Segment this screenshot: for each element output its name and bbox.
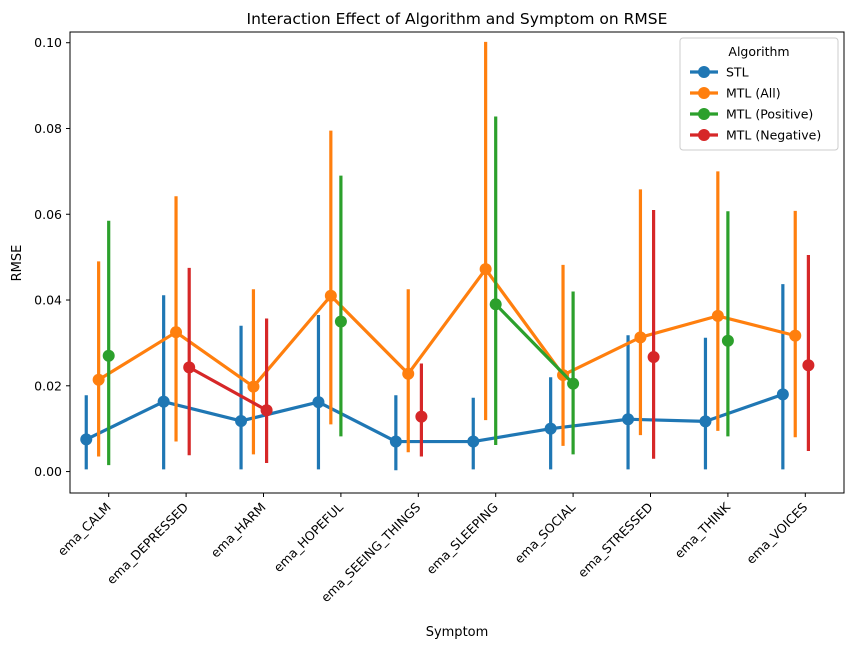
- x-tick-label: ema_THINK: [671, 499, 733, 561]
- legend-label: MTL (Positive): [726, 107, 813, 122]
- x-tick-label: ema_CALM: [55, 500, 114, 559]
- x-tick-label: ema_HOPEFUL: [271, 499, 347, 575]
- data-point: [489, 298, 502, 311]
- legend-item: STL: [690, 65, 749, 80]
- data-point: [699, 415, 712, 428]
- data-point: [324, 289, 337, 302]
- data-point: [260, 404, 273, 417]
- series-line-segment: [494, 302, 575, 386]
- data-point: [479, 263, 492, 276]
- y-tick-label: 0.06: [34, 207, 62, 222]
- series-line-segment: [561, 335, 643, 377]
- legend-label: MTL (All): [726, 86, 781, 101]
- data-point: [183, 361, 196, 374]
- data-point: [157, 395, 170, 408]
- y-tick-label: 0.00: [34, 464, 62, 479]
- legend-marker: [698, 108, 710, 120]
- series-line-segment: [406, 267, 488, 376]
- data-point: [622, 413, 635, 426]
- legend-marker: [698, 66, 710, 78]
- data-point: [721, 334, 734, 347]
- x-tick-label: ema_DEPRESSED: [104, 500, 192, 588]
- data-point: [235, 414, 248, 427]
- data-point: [389, 435, 402, 448]
- plot-area: [80, 41, 815, 471]
- x-tick-label: ema_HARM: [208, 500, 269, 561]
- series-MTL (Positive): [102, 116, 734, 466]
- data-point: [402, 367, 415, 380]
- data-point: [92, 373, 105, 386]
- legend-marker: [698, 129, 710, 141]
- data-point: [544, 422, 557, 435]
- data-point: [647, 351, 660, 364]
- data-point: [80, 433, 93, 446]
- series-line-segment: [329, 294, 410, 376]
- data-point: [312, 396, 325, 409]
- x-tick-label: ema_SLEEPING: [423, 500, 501, 578]
- legend-box: [679, 37, 839, 151]
- legend-label: STL: [726, 65, 749, 80]
- y-tick-label: 0.08: [34, 121, 62, 136]
- data-point: [334, 315, 347, 328]
- y-tick-label: 0.04: [34, 293, 62, 308]
- series-line-segment: [716, 314, 797, 338]
- y-axis: 0.00 0.02 0.04 0.06 0.08 0.10: [34, 35, 70, 479]
- plot-frame: [69, 31, 845, 494]
- series-line-segment: [471, 427, 553, 444]
- data-point: [415, 410, 428, 423]
- y-tick-label: 0.10: [34, 35, 62, 50]
- data-point: [170, 326, 183, 339]
- data-point: [247, 380, 260, 393]
- legend-item: MTL (Positive): [690, 107, 813, 122]
- legend-title: Algorithm: [728, 44, 789, 59]
- legend-marker: [698, 87, 710, 99]
- data-point: [711, 309, 724, 322]
- series-MTL (Negative): [183, 209, 815, 463]
- y-tick-label: 0.02: [34, 378, 62, 393]
- x-tick-label: ema_VOICES: [743, 499, 810, 566]
- data-point: [802, 359, 815, 372]
- data-point: [567, 377, 580, 390]
- legend-label: MTL (Negative): [726, 128, 821, 143]
- series-line-segment: [97, 330, 178, 382]
- data-point: [776, 388, 789, 401]
- data-point: [634, 331, 647, 344]
- series-line-segment: [187, 365, 269, 412]
- data-point: [789, 329, 802, 342]
- legend: Algorithm STL MTL (All) MTL (Positive) MTL (…: [679, 37, 839, 151]
- series-line-segment: [484, 267, 565, 377]
- data-point: [467, 435, 480, 448]
- legend-item: MTL (Negative): [690, 128, 821, 143]
- x-axis-label: Symptom: [426, 625, 489, 640]
- data-point: [102, 349, 115, 362]
- y-axis-label: RMSE: [10, 245, 25, 282]
- series-STL: [80, 284, 789, 471]
- chart-title: Interaction Effect of Algorithm and Symp…: [247, 10, 668, 28]
- legend-item: MTL (All): [690, 86, 781, 101]
- x-tick-label: ema_SOCIAL: [511, 499, 578, 566]
- x-tick-label: ema_STRESSED: [575, 500, 656, 581]
